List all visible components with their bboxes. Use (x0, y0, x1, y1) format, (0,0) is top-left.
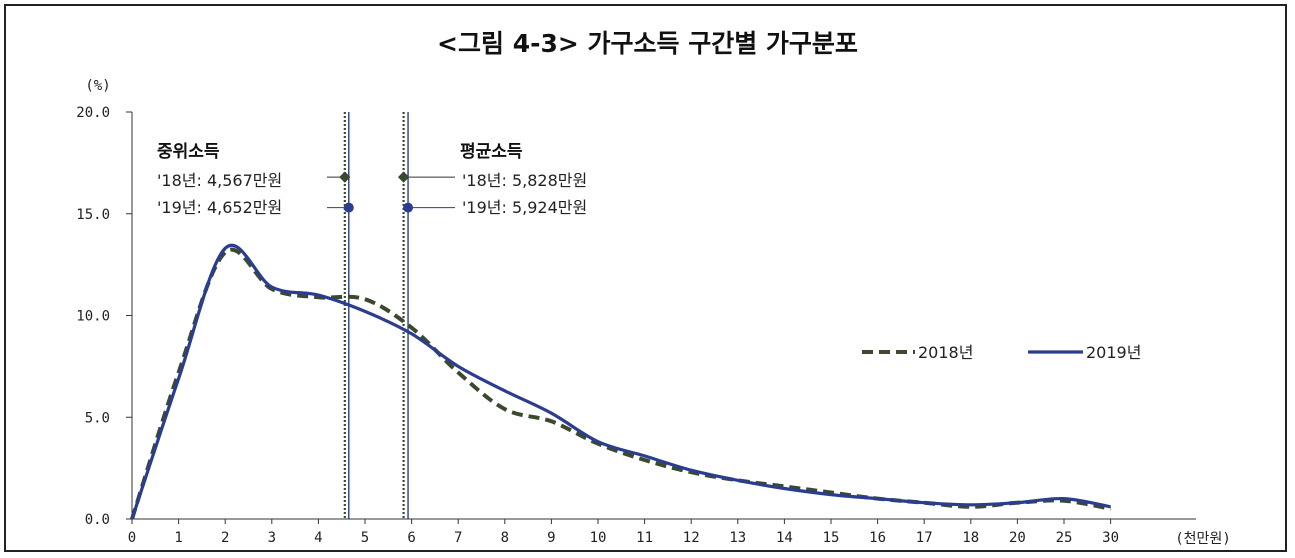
x-tick-label: 1 (174, 530, 182, 546)
mean-2018-marker (397, 171, 410, 183)
y-tick-label: 0.0 (85, 512, 110, 528)
x-tick-label: 14 (776, 530, 793, 546)
mean-2019-label: '19년: 5,924만원 (462, 198, 587, 217)
y-axis-unit: (%) (85, 78, 110, 94)
mean-2018-label: '18년: 5,828만원 (462, 171, 587, 190)
x-tick-label: 5 (361, 530, 369, 546)
x-tick-label: 9 (547, 530, 555, 546)
x-tick-label: 25 (1056, 530, 1073, 546)
x-tick-label: 7 (454, 530, 462, 546)
legend-label-2018: 2018년 (918, 343, 973, 362)
x-tick-label: 3 (268, 530, 276, 546)
median-2019-label: '19년: 4,652만원 (157, 198, 282, 217)
x-tick-label: 18 (962, 530, 979, 546)
median-income-title: 중위소득 (157, 142, 220, 162)
x-axis-unit: (천만원) (1175, 531, 1231, 547)
x-tick-label: 12 (683, 530, 700, 546)
x-tick-label: 6 (407, 530, 415, 546)
x-tick-label: 30 (1102, 530, 1119, 546)
x-tick-label: 20 (1009, 530, 1026, 546)
y-tick-label: 5.0 (85, 410, 110, 426)
chart-title: <그림 4-3> 가구소득 구간별 가구분포 (437, 29, 858, 58)
median-2019-marker (343, 202, 354, 213)
x-tick-label: 10 (590, 530, 607, 546)
x-tick-label: 16 (869, 530, 886, 546)
median-2018-label: '18년: 4,567만원 (157, 171, 282, 190)
x-tick-label: 0 (128, 530, 136, 546)
mean-2019-marker (403, 202, 414, 213)
mean-income-title: 평균소득 (460, 142, 523, 162)
x-tick-label: 15 (823, 530, 840, 546)
x-tick-label: 11 (636, 530, 653, 546)
x-tick-label: 17 (916, 530, 933, 546)
y-tick-label: 20.0 (76, 105, 110, 121)
y-tick-label: 10.0 (76, 309, 110, 325)
median-2018-marker (339, 171, 351, 183)
legend-label-2019: 2019년 (1086, 343, 1141, 362)
series-line-2019 (130, 243, 1111, 520)
x-tick-label: 2 (221, 530, 229, 546)
y-tick-label: 15.0 (76, 207, 110, 223)
x-tick-label: 8 (501, 530, 509, 546)
series-line-2018 (130, 247, 1111, 520)
x-tick-label: 4 (314, 530, 322, 546)
x-tick-label: 13 (729, 530, 746, 546)
